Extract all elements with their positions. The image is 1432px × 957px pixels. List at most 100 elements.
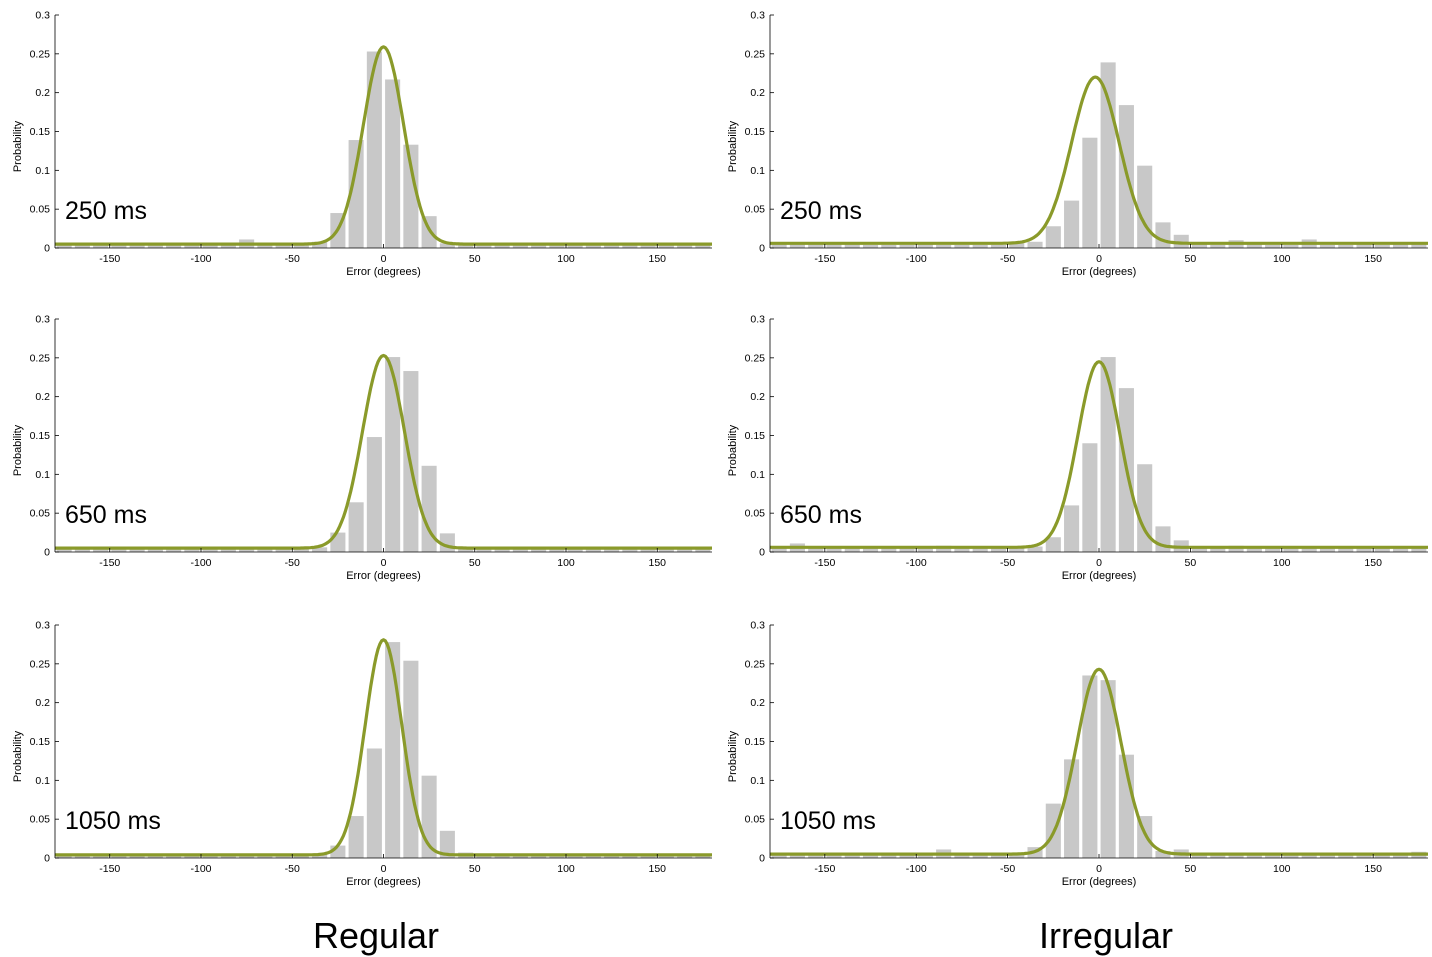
- histogram-bar: [899, 854, 915, 858]
- y-axis-title: Probability: [727, 730, 739, 782]
- histogram-bar: [862, 854, 879, 858]
- histogram-bar: [604, 548, 620, 552]
- histogram-bar: [881, 244, 897, 248]
- panel-label: 1050 ms: [65, 807, 161, 835]
- histogram-bar: [439, 830, 455, 858]
- x-tick-label: 150: [1364, 557, 1382, 569]
- y-axis-title: Probability: [12, 730, 24, 782]
- histogram-bar: [1155, 851, 1171, 858]
- y-tick-label: 0.2: [35, 87, 50, 99]
- y-tick-label: 0.25: [745, 48, 766, 60]
- histogram-bar: [658, 244, 674, 248]
- histogram-bar: [166, 548, 182, 552]
- histogram-bar: [1374, 548, 1390, 552]
- histogram-bar: [111, 244, 127, 248]
- histogram-bar: [1100, 62, 1116, 249]
- histogram-bar: [1082, 443, 1098, 552]
- x-axis-title: Error (degrees): [1062, 876, 1137, 888]
- y-tick-label: 0: [44, 243, 50, 255]
- histogram-bar: [1411, 244, 1427, 248]
- fit-curve: [770, 667, 1428, 856]
- histogram-bar: [990, 854, 1007, 858]
- chart-panel-4: 0 0.05 0.1 0.15 0.2 0.25 0.3 -150 -100 -50 0 50 100 1…: [727, 314, 1428, 582]
- histogram-bar: [531, 548, 547, 552]
- histogram-bar: [111, 548, 127, 552]
- chart-panel-6: 0 0.05 0.1 0.15 0.2 0.25 0.3 -150 -100 -50 0 50 100 1…: [727, 620, 1428, 888]
- x-tick-label: 100: [557, 863, 575, 875]
- histogram-bar: [1265, 548, 1281, 552]
- histogram-bar: [771, 548, 787, 552]
- histogram-bar: [881, 854, 897, 858]
- histogram-bar: [972, 244, 988, 248]
- histogram-bar: [1393, 854, 1409, 858]
- x-axis-title: Error (degrees): [346, 876, 421, 888]
- x-tick-label: -100: [190, 557, 211, 569]
- histogram-bar: [385, 79, 401, 248]
- y-tick-label: 0.3: [35, 10, 50, 22]
- y-tick-label: 0.15: [30, 430, 51, 442]
- histogram-bar: [604, 244, 620, 248]
- histogram-bar: [74, 548, 90, 552]
- y-tick-label: 0.3: [35, 314, 50, 326]
- histogram-bar: [1137, 464, 1153, 552]
- histogram-bar: [93, 244, 109, 248]
- histogram-bar: [385, 642, 401, 858]
- x-tick-label: 50: [1185, 863, 1197, 875]
- histogram-bar: [312, 241, 328, 248]
- y-tick-label: 0.2: [750, 87, 765, 99]
- x-tick-label: 100: [1273, 253, 1291, 265]
- histogram-bar: [439, 243, 455, 248]
- histogram-bar: [512, 244, 528, 248]
- y-tick-label: 0.05: [30, 204, 51, 216]
- histogram-bar: [954, 548, 970, 552]
- x-tick-label: -50: [285, 557, 300, 569]
- histogram-bar: [917, 244, 933, 248]
- panel-label: 650 ms: [65, 501, 147, 529]
- y-tick-label: 0.05: [30, 508, 51, 520]
- histogram-bar: [366, 748, 382, 858]
- histogram-bar: [220, 548, 236, 552]
- histogram-bar: [1301, 548, 1317, 552]
- histogram-bar: [585, 548, 601, 552]
- histogram-bar: [1301, 854, 1317, 858]
- histogram-bar: [1210, 244, 1226, 248]
- y-tick-label: 0.1: [35, 469, 50, 481]
- histogram-bar: [348, 816, 364, 858]
- y-tick-label: 0: [759, 853, 765, 865]
- histogram-bar: [166, 244, 182, 248]
- y-tick-label: 0: [759, 243, 765, 255]
- histogram-bar: [677, 548, 693, 552]
- histogram-bar: [844, 854, 860, 858]
- histogram-bar: [808, 244, 824, 248]
- histogram-bar: [1045, 537, 1061, 552]
- x-tick-label: -100: [906, 557, 927, 569]
- y-tick-label: 0.3: [750, 620, 765, 632]
- x-axis-title: Error (degrees): [1062, 266, 1137, 278]
- histogram-bar: [658, 548, 674, 552]
- histogram-bar: [1045, 226, 1061, 248]
- histogram-bar: [1283, 854, 1299, 858]
- histogram-bar: [1319, 854, 1336, 858]
- chart-panel-1: 0 0.05 0.1 0.15 0.2 0.25 0.3 -150 -100 -50 0 50 100 1…: [12, 10, 712, 278]
- y-tick-label: 0.05: [745, 204, 766, 216]
- histogram-bar: [771, 244, 787, 248]
- histogram-bar: [1338, 548, 1354, 552]
- column-label-irregular: Irregular: [1038, 915, 1174, 956]
- y-tick-label: 0: [44, 853, 50, 865]
- histogram-bar: [403, 144, 419, 248]
- fit-curve: [55, 638, 712, 857]
- chart-panel-5: 0 0.05 0.1 0.15 0.2 0.25 0.3 -150 -100 -50 0 50 100 1…: [12, 620, 712, 888]
- histogram-bar: [1356, 548, 1372, 552]
- histogram-bar: [1027, 241, 1043, 248]
- histogram-bar: [1356, 244, 1372, 248]
- histogram-bar: [826, 548, 842, 552]
- histogram-bar: [862, 548, 879, 552]
- x-tick-label: -50: [1000, 253, 1015, 265]
- histogram-bar: [1009, 548, 1025, 552]
- histogram-bar: [844, 244, 860, 248]
- histogram-bar: [1100, 680, 1116, 858]
- x-tick-label: 100: [557, 557, 575, 569]
- histogram-bar: [585, 244, 601, 248]
- histogram-bar: [862, 244, 879, 248]
- y-tick-label: 0.2: [35, 391, 50, 403]
